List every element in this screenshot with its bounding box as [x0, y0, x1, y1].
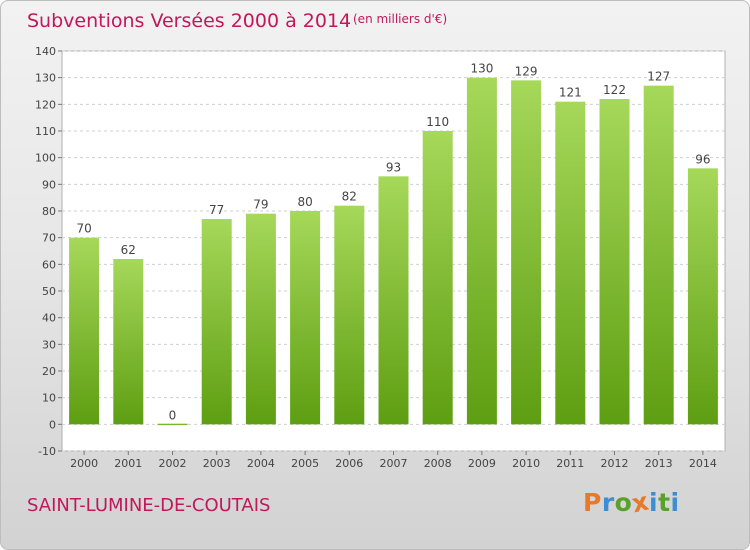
data-label: 110 [426, 115, 449, 129]
x-tick-label: 2011 [556, 457, 584, 470]
chart-unit-note: (en milliers d'€) [353, 12, 448, 26]
y-tick-label: 30 [42, 338, 56, 351]
x-tick-label: 2014 [689, 457, 717, 470]
bar-2002 [157, 423, 188, 426]
proxiti-logo: Proxiti [583, 486, 680, 519]
bar-2003 [201, 219, 232, 425]
y-tick-label: 10 [42, 392, 56, 405]
y-tick-label: 130 [35, 72, 56, 85]
data-label: 96 [695, 152, 710, 166]
x-tick-label: 2013 [645, 457, 673, 470]
x-tick-label: 2002 [159, 457, 187, 470]
y-tick-label: 20 [42, 365, 56, 378]
x-axis-ticks: 2000 2001 2002 2003 2004 2005 2006 2007 2008 2009… [70, 451, 717, 470]
y-tick-label: 120 [35, 98, 56, 111]
x-tick-label: 2010 [512, 457, 540, 470]
y-axis-ticks: -10 0 10 20 30 40 50 60 70 80 90 100 110 120 130 140 [35, 45, 62, 458]
bar-2009 [466, 77, 497, 425]
data-label: 77 [209, 203, 224, 217]
bar-2011 [555, 101, 586, 425]
data-label: 80 [297, 195, 312, 209]
bar-2001 [113, 259, 144, 425]
x-tick-label: 2012 [601, 457, 629, 470]
x-tick-label: 2009 [468, 457, 496, 470]
bar-2013 [643, 85, 674, 425]
data-label: 0 [169, 408, 177, 422]
bar-2012 [599, 99, 630, 425]
y-tick-label: 110 [35, 125, 56, 138]
data-label: 70 [76, 222, 91, 236]
data-label: 121 [559, 86, 582, 100]
x-tick-label: 2006 [335, 457, 363, 470]
x-tick-label: 2003 [203, 457, 231, 470]
data-label: 127 [647, 70, 670, 84]
bar-2008 [422, 131, 453, 425]
data-labels: 70 62 0 77 79 80 82 93 110 130 129 121 122 127 96 [76, 62, 710, 423]
y-tick-label: -10 [38, 445, 56, 458]
y-tick-label: 80 [42, 205, 56, 218]
y-tick-label: 0 [49, 418, 56, 431]
bar-2004 [245, 213, 276, 425]
x-tick-label: 2008 [424, 457, 452, 470]
y-tick-label: 100 [35, 152, 56, 165]
data-label: 122 [603, 83, 626, 97]
x-tick-label: 2001 [114, 457, 142, 470]
commune-name: SAINT-LUMINE-DE-COUTAIS [27, 495, 271, 516]
y-tick-label: 140 [35, 45, 56, 58]
y-tick-label: 50 [42, 285, 56, 298]
bar-2000 [69, 237, 100, 425]
bar-2007 [378, 176, 409, 425]
y-tick-label: 40 [42, 312, 56, 325]
data-label: 79 [253, 198, 268, 212]
bar-2010 [511, 80, 542, 425]
data-label: 93 [386, 160, 401, 174]
bar-2005 [290, 211, 321, 425]
chart-title: Subventions Versées 2000 à 2014 [27, 10, 352, 32]
x-tick-label: 2000 [70, 457, 98, 470]
data-label: 129 [515, 64, 538, 78]
y-tick-label: 60 [42, 258, 56, 271]
x-tick-label: 2004 [247, 457, 275, 470]
data-label: 62 [121, 243, 136, 257]
x-tick-label: 2005 [291, 457, 319, 470]
bars-group [69, 77, 718, 426]
bar-2006 [334, 205, 365, 425]
bar-2014 [687, 168, 718, 425]
data-label: 82 [342, 190, 357, 204]
data-label: 130 [470, 62, 493, 76]
y-tick-label: 90 [42, 178, 56, 191]
x-tick-label: 2007 [380, 457, 408, 470]
y-tick-label: 70 [42, 232, 56, 245]
